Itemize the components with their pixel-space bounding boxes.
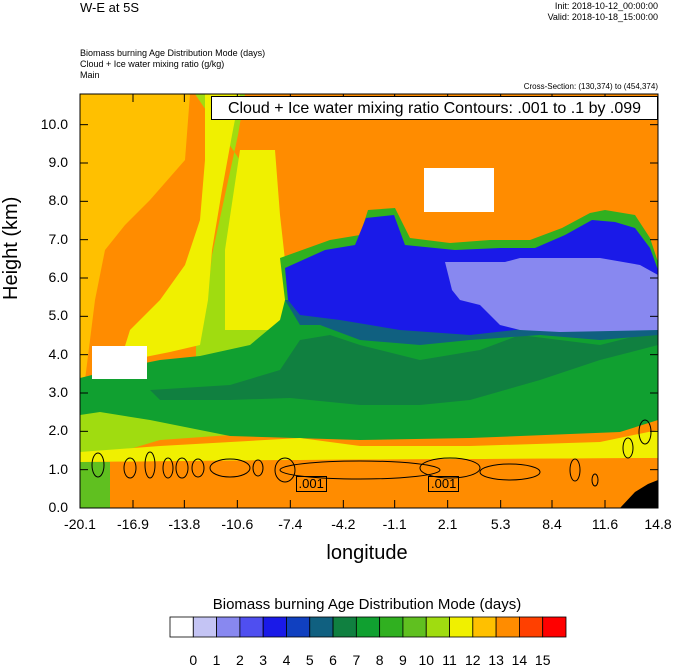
y-tick-label: 9.0 — [48, 154, 68, 170]
colorbar-label: 13 — [488, 652, 504, 668]
colorbar-swatch — [262, 616, 287, 638]
region-surface-green — [80, 462, 110, 508]
colorbar-swatch — [495, 616, 520, 638]
colorbar-label: 12 — [465, 652, 481, 668]
colorbar-swatch — [239, 616, 264, 638]
colorbar-label: 11 — [442, 652, 457, 668]
field-1: Biomass burning Age Distribution Mode (d… — [80, 48, 266, 58]
colorbar-swatch — [169, 616, 194, 638]
region-dark-green-band — [150, 330, 658, 405]
y-tick-label: 2.0 — [48, 422, 68, 439]
colorbar-swatch — [425, 616, 450, 638]
colorbar-swatch — [519, 616, 544, 638]
colorbar-swatch — [309, 616, 334, 638]
colorbar-label: 3 — [259, 652, 268, 668]
region-yellow-plume — [120, 94, 240, 362]
colorbar-swatch — [472, 616, 497, 638]
colorbar-swatch — [379, 616, 404, 638]
region-light-blue-region — [445, 258, 658, 332]
init-time: Init: 2018-10-12_00:00:00 — [554, 1, 658, 11]
colorbar-label: 1 — [212, 652, 221, 668]
x-tick-label: 14.8 — [644, 516, 672, 532]
x-tick-label: 5.3 — [490, 516, 511, 532]
field-2: Cloud + Ice water mixing ratio (g/kg) — [80, 59, 225, 69]
y-tick-label: 0.0 — [48, 499, 68, 515]
x-axis-label: longitude — [326, 542, 408, 564]
colorbar-swatch — [402, 616, 427, 638]
y-tick-label: 3.0 — [48, 384, 68, 400]
colorbar-swatch — [449, 616, 474, 638]
region-terrain-dark — [620, 480, 658, 508]
colorbar-label: 2 — [235, 652, 244, 668]
region-yellow-lower-fringe — [80, 430, 658, 462]
colorbar-title: Biomass burning Age Distribution Mode (d… — [212, 596, 522, 613]
colorbar-swatch — [332, 616, 357, 638]
valid-time: Valid: 2018-10-18_15:00:00 — [547, 12, 658, 22]
x-tick-label: -1.1 — [382, 516, 407, 532]
colorbar-label: 8 — [375, 652, 384, 668]
colorbar-label: 14 — [511, 652, 528, 668]
colorbar-swatch — [216, 616, 241, 638]
field-descriptions: Biomass burning Age Distribution Mode (d… — [80, 48, 265, 81]
colorbar-label: 7 — [352, 652, 361, 668]
colorbar-label: 15 — [534, 652, 551, 668]
colorbar-label: 4 — [282, 652, 291, 668]
y-tick-label: 4.0 — [48, 345, 68, 362]
colorbar-label: 5 — [305, 652, 314, 668]
x-tick-label: -10.6 — [221, 516, 254, 532]
contour-label: .001 — [428, 475, 460, 492]
colorbar-swatch — [192, 616, 217, 638]
contour-label: .001 — [295, 475, 327, 492]
plot-title: W-E at 5S — [80, 0, 140, 15]
region-surface-orange — [80, 458, 658, 508]
cloud-contours — [91, 419, 652, 487]
colorbar-label: 6 — [329, 652, 337, 668]
colorbar-label: 0 — [189, 652, 198, 668]
region-yellow-plume-right — [225, 150, 290, 330]
colorbar-swatch — [355, 616, 381, 638]
y-tick-label: 7.0 — [48, 230, 68, 247]
y-tick-label: 6.0 — [48, 269, 68, 285]
y-tick-label: 10.0 — [40, 115, 68, 132]
colorbar-swatch — [542, 616, 567, 638]
region-upper-left-gold — [80, 94, 190, 400]
missing-data-left — [92, 346, 147, 379]
x-tick-label: 8.4 — [542, 516, 562, 532]
y-tick-label: 8.0 — [48, 192, 68, 209]
field-3: Main — [80, 70, 100, 80]
y-tick-label: 5.0 — [48, 307, 68, 324]
x-tick-label: -13.8 — [168, 516, 201, 532]
y-tick-label: 1.0 — [48, 460, 68, 477]
x-tick-label: -4.2 — [331, 516, 356, 532]
plot-frame — [79, 93, 659, 509]
x-tick-label: -16.9 — [117, 516, 149, 532]
missing-data-upper — [424, 168, 494, 212]
colorbar-label: 9 — [399, 652, 407, 668]
time-info: Init: 2018-10-12_00:00:00 Valid: 2018-10… — [548, 1, 658, 23]
cross-section-label: Cross-Section: (130,374) to (454,374) — [523, 82, 658, 91]
contour-title: Cloud + Ice water mixing ratio Contours:… — [211, 96, 658, 120]
x-tick-label: 2.1 — [437, 516, 458, 532]
y-axis-ticks — [80, 124, 658, 509]
colorbar-label: 10 — [418, 652, 435, 668]
colorbar-swatch — [286, 616, 311, 638]
heatmap — [80, 94, 658, 508]
colorbar — [169, 616, 567, 638]
x-tick-label: -7.4 — [278, 516, 303, 532]
x-tick-label: 11.6 — [591, 516, 619, 532]
x-tick-label: -20.1 — [64, 516, 96, 532]
